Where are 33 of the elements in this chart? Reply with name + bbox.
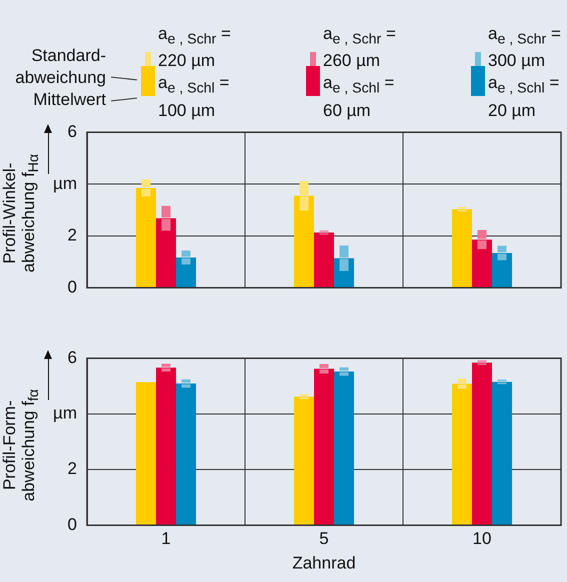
bar [492, 382, 512, 525]
x-tick-label: 1 [161, 529, 171, 548]
bar [314, 232, 334, 288]
y-tick-label: 2 [68, 226, 77, 245]
y-tick-label: 0 [68, 514, 77, 534]
bar [314, 368, 334, 525]
y-tick-label: µm [53, 174, 77, 193]
bar [452, 384, 472, 525]
y-tick-label: 6 [68, 122, 77, 141]
bar [492, 253, 512, 288]
bar [156, 218, 176, 288]
bar [136, 382, 156, 525]
bar [176, 384, 196, 525]
y-tick-label: 2 [68, 459, 77, 478]
bar [452, 209, 472, 288]
y-tick-label: µm [53, 404, 77, 423]
bar [294, 196, 314, 288]
bar [472, 240, 492, 288]
bar [472, 362, 492, 525]
bar [136, 188, 156, 288]
y-tick-label: 0 [68, 277, 77, 296]
bar [156, 368, 176, 525]
legend-label: a$_{e , Schr}$ = 260 µm a$_{e , Schl}$ = 60 µm [323, 23, 396, 122]
x-tick-label: 10 [472, 529, 492, 548]
x-tick-label: 5 [319, 529, 329, 548]
y-tick-label: 6 [68, 348, 77, 367]
x-axis-title: Zahnrad [292, 553, 356, 572]
text: Standard- abweichung [15, 45, 106, 89]
text: Mittelwert [33, 89, 106, 111]
legend-label: a$_{e , Schr}$ = 220 µm a$_{e , Schl}$ = 100 µm [158, 23, 231, 122]
bar [334, 372, 354, 525]
legend-label: a$_{e , Schr}$ = 300 µm a$_{e , Schl}$ = 20 µm [488, 23, 561, 122]
bar [294, 396, 314, 525]
